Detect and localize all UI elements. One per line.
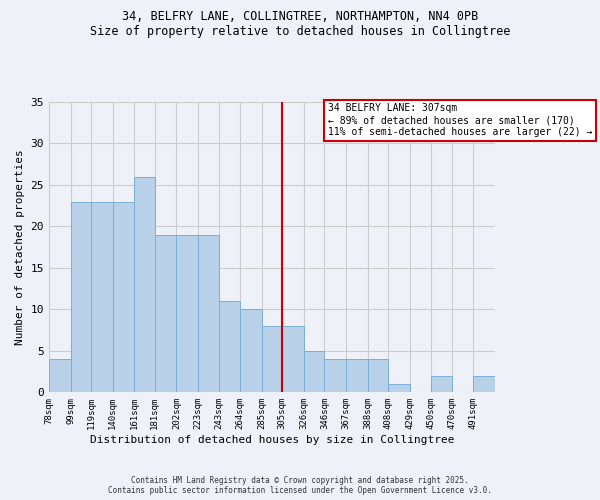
Bar [325,359,346,392]
Bar [388,384,410,392]
Text: Contains HM Land Registry data © Crown copyright and database right 2025.
Contai: Contains HM Land Registry data © Crown c… [108,476,492,495]
Bar [431,376,452,392]
Text: 34 BELFRY LANE: 307sqm
← 89% of detached houses are smaller (170)
11% of semi-de: 34 BELFRY LANE: 307sqm ← 89% of detached… [328,104,592,136]
Bar [304,351,325,393]
Bar [346,359,368,392]
Text: 34, BELFRY LANE, COLLINGTREE, NORTHAMPTON, NN4 0PB
Size of property relative to : 34, BELFRY LANE, COLLINGTREE, NORTHAMPTO… [90,10,510,38]
Bar [134,176,155,392]
Bar [218,301,240,392]
Bar [155,234,176,392]
Bar [473,376,495,392]
Bar [262,326,282,392]
Bar [198,234,218,392]
Bar [91,202,113,392]
Bar [368,359,388,392]
X-axis label: Distribution of detached houses by size in Collingtree: Distribution of detached houses by size … [90,435,454,445]
Bar [176,234,198,392]
Bar [49,359,71,392]
Bar [71,202,91,392]
Y-axis label: Number of detached properties: Number of detached properties [15,150,25,345]
Bar [240,310,262,392]
Bar [113,202,134,392]
Bar [282,326,304,392]
